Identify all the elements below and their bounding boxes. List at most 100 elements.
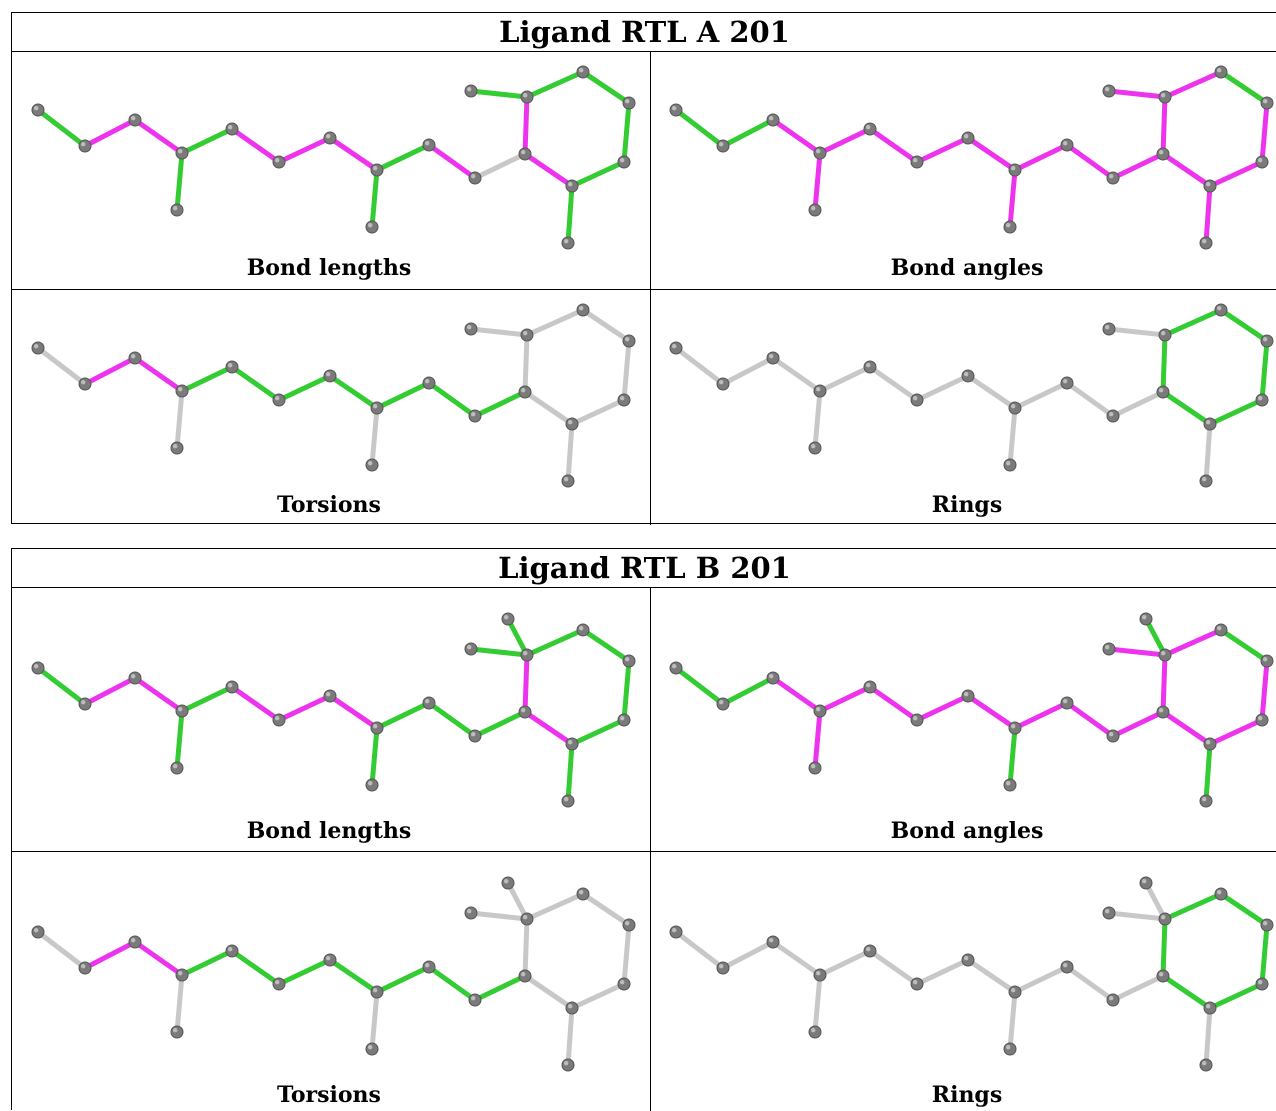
table-title: Ligand RTL B 201 bbox=[498, 551, 791, 585]
atom-highlight bbox=[1063, 379, 1068, 384]
atom bbox=[565, 1001, 579, 1015]
atom-highlight bbox=[1006, 781, 1011, 786]
atom-highlight bbox=[1263, 337, 1268, 342]
atom bbox=[175, 146, 189, 160]
atom bbox=[1139, 876, 1153, 890]
atom bbox=[1260, 918, 1274, 932]
atom-highlight bbox=[326, 372, 331, 377]
atom bbox=[813, 384, 827, 398]
atom bbox=[1102, 84, 1116, 98]
bond bbox=[1012, 964, 1070, 995]
atom-highlight bbox=[1217, 306, 1222, 311]
panel-bond-lengths: Bond lengths bbox=[16, 588, 642, 851]
bond bbox=[1110, 389, 1166, 419]
bond bbox=[1162, 307, 1224, 338]
atom-highlight bbox=[131, 674, 136, 679]
bond bbox=[174, 708, 185, 771]
atom bbox=[1156, 705, 1170, 719]
bond bbox=[1143, 880, 1168, 922]
atom-highlight bbox=[1263, 657, 1268, 662]
molecule-diagram bbox=[31, 876, 636, 1072]
atom bbox=[1060, 376, 1074, 390]
atom-highlight bbox=[1263, 921, 1268, 926]
bond bbox=[1160, 94, 1168, 157]
panel-label: Bond lengths bbox=[246, 818, 412, 844]
atom bbox=[365, 778, 379, 792]
atom-highlight bbox=[1011, 724, 1016, 729]
bond bbox=[565, 183, 575, 246]
atom bbox=[1060, 696, 1074, 710]
atom-highlight bbox=[81, 964, 86, 969]
bond bbox=[522, 94, 530, 157]
bond bbox=[569, 981, 627, 1011]
atom-highlight bbox=[1258, 980, 1263, 985]
bond bbox=[229, 364, 282, 403]
atom-highlight bbox=[228, 125, 233, 130]
panel-rings: Rings bbox=[654, 852, 1276, 1111]
atom-highlight bbox=[81, 700, 86, 705]
atom-highlight bbox=[964, 134, 969, 139]
atom bbox=[272, 713, 286, 727]
atom-highlight bbox=[81, 380, 86, 385]
atom-highlight bbox=[769, 674, 774, 679]
atom-highlight bbox=[178, 971, 183, 976]
atom-highlight bbox=[34, 344, 39, 349]
bond bbox=[1110, 709, 1166, 739]
atom bbox=[565, 417, 579, 431]
atom-highlight bbox=[719, 700, 724, 705]
atom-highlight bbox=[467, 87, 472, 92]
bond bbox=[1106, 910, 1168, 922]
atom-highlight bbox=[1142, 615, 1147, 620]
atom bbox=[813, 146, 827, 160]
bond bbox=[1064, 964, 1116, 1003]
bond bbox=[229, 948, 282, 987]
atom-highlight bbox=[1105, 645, 1110, 650]
bond bbox=[468, 326, 530, 338]
atom bbox=[520, 912, 534, 926]
atom-highlight bbox=[1105, 87, 1110, 92]
atom bbox=[910, 977, 924, 991]
divider bbox=[650, 587, 651, 1111]
atom-highlight bbox=[521, 708, 526, 713]
atom-highlight bbox=[275, 716, 280, 721]
atom bbox=[813, 704, 827, 718]
atom bbox=[225, 360, 239, 374]
bond bbox=[524, 891, 586, 922]
bond bbox=[35, 929, 88, 971]
atom bbox=[468, 729, 482, 743]
atom bbox=[175, 384, 189, 398]
bond bbox=[569, 159, 627, 189]
atom-highlight bbox=[625, 337, 630, 342]
bond bbox=[621, 100, 632, 165]
atom-highlight bbox=[568, 182, 573, 187]
atom bbox=[370, 721, 384, 735]
bond bbox=[565, 1005, 575, 1068]
atom bbox=[464, 642, 478, 656]
atom-highlight bbox=[1011, 166, 1016, 171]
atom-highlight bbox=[368, 223, 373, 228]
bond bbox=[132, 117, 185, 156]
atom bbox=[1008, 163, 1022, 177]
atom bbox=[520, 90, 534, 104]
bond bbox=[35, 665, 88, 707]
molecule-diagram bbox=[31, 303, 636, 488]
atom-highlight bbox=[178, 149, 183, 154]
atom bbox=[501, 612, 515, 626]
atom bbox=[1199, 1058, 1213, 1072]
atom-highlight bbox=[523, 93, 528, 98]
atom-highlight bbox=[1217, 68, 1222, 73]
bond bbox=[505, 880, 530, 922]
bond bbox=[720, 117, 776, 149]
atom-highlight bbox=[811, 444, 816, 449]
atom-highlight bbox=[625, 921, 630, 926]
molecule-diagram bbox=[669, 876, 1274, 1072]
bond bbox=[812, 388, 823, 451]
bond bbox=[522, 389, 575, 427]
atom bbox=[1139, 612, 1153, 626]
atom-highlight bbox=[131, 116, 136, 121]
atom bbox=[501, 876, 515, 890]
bond bbox=[1218, 891, 1270, 928]
atom-highlight bbox=[1109, 732, 1114, 737]
bond bbox=[580, 891, 632, 928]
atom bbox=[766, 671, 780, 685]
